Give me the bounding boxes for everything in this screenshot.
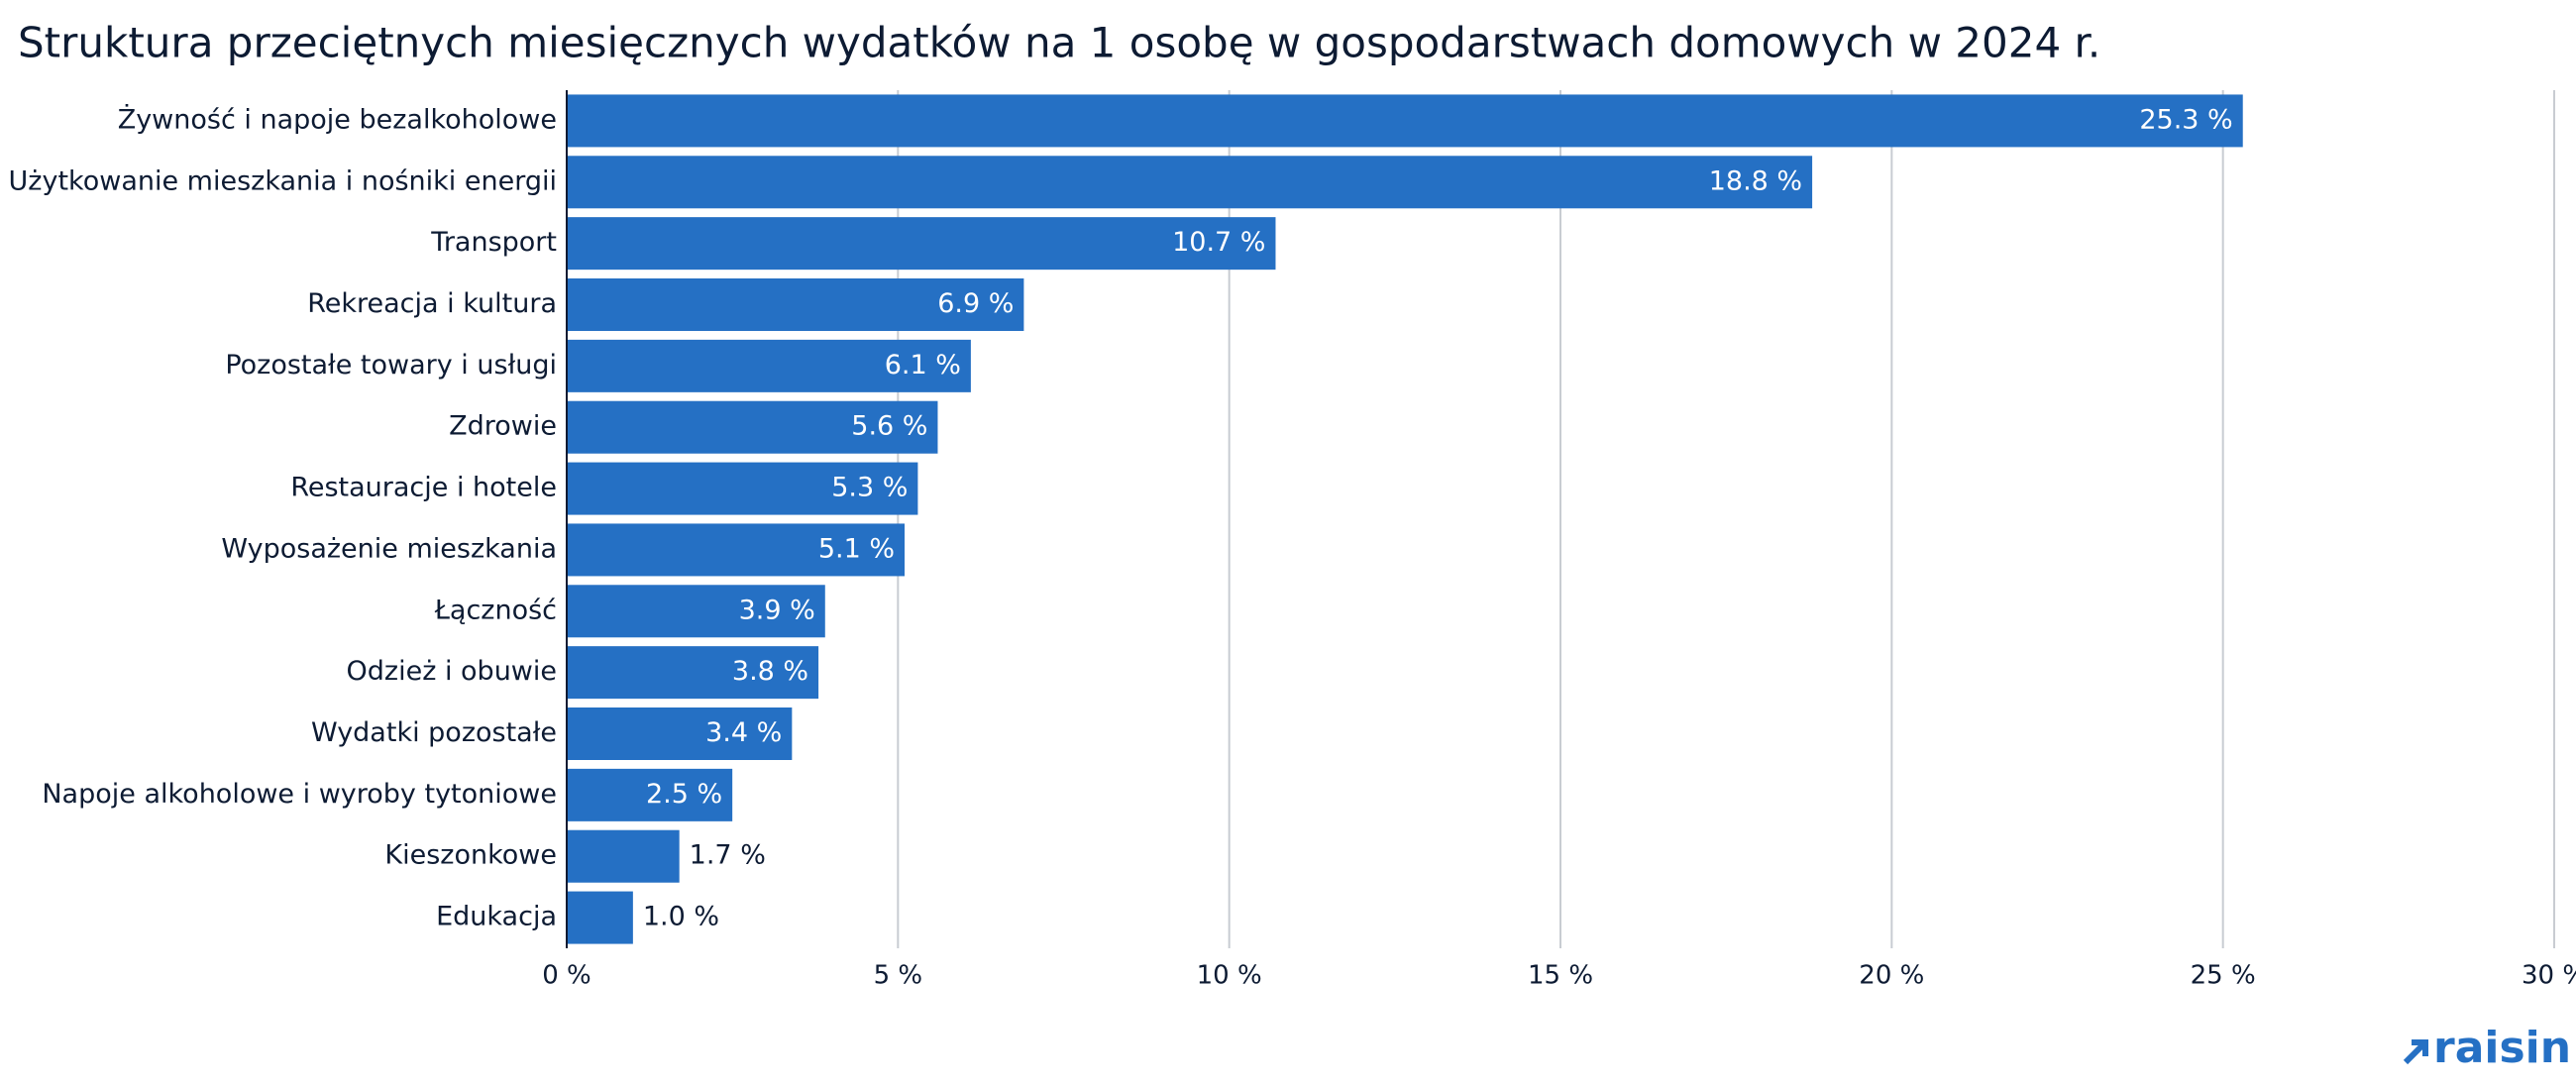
value-label: 5.6 % xyxy=(851,411,927,442)
y-tick-label: Napoje alkoholowe i wyroby tytoniowe xyxy=(42,779,557,810)
value-label: 10.7 % xyxy=(1172,227,1265,258)
bar xyxy=(567,768,733,821)
value-label: 18.8 % xyxy=(1709,165,1802,196)
y-tick-label: Żywność i napoje bezalkoholowe xyxy=(118,103,557,135)
x-tick-label: 25 % xyxy=(2191,961,2256,991)
y-tick-label: Edukacja xyxy=(436,902,557,932)
bar xyxy=(567,462,918,515)
value-label: 5.1 % xyxy=(818,533,895,564)
x-tick-label: 15 % xyxy=(1528,961,1593,991)
value-label: 25.3 % xyxy=(2139,104,2232,135)
bar xyxy=(567,891,633,944)
x-tick-label: 20 % xyxy=(1859,961,1924,991)
value-label: 3.9 % xyxy=(739,595,815,625)
bar xyxy=(567,339,971,392)
bar xyxy=(567,278,1024,331)
brand-name: raisin xyxy=(2433,1023,2571,1073)
y-tick-label: Restauracje i hotele xyxy=(290,473,557,503)
value-label: 5.3 % xyxy=(831,473,908,503)
y-tick-label: Łączność xyxy=(434,595,557,625)
x-tick-label: 5 % xyxy=(874,961,923,991)
value-label: 3.4 % xyxy=(705,717,782,748)
y-tick-label: Kieszonkowe xyxy=(384,840,557,871)
y-tick-label: Wyposażenie mieszkania xyxy=(221,533,557,564)
x-tick-label: 0 % xyxy=(542,961,591,991)
y-tick-label: Odzież i obuwie xyxy=(347,656,557,687)
y-tick-label: Zdrowie xyxy=(449,411,557,442)
x-tick-label: 10 % xyxy=(1197,961,1262,991)
bar xyxy=(567,707,793,760)
brand-logo: raisin xyxy=(2403,1023,2571,1073)
chart-title: Struktura przeciętnych miesięcznych wyda… xyxy=(18,19,2100,67)
y-tick-label: Transport xyxy=(430,227,557,258)
y-tick-label: Użytkowanie mieszkania i nośniki energii xyxy=(9,165,557,196)
bar xyxy=(567,94,2243,148)
value-label: 1.7 % xyxy=(690,840,766,871)
value-label: 2.5 % xyxy=(646,779,722,810)
bar xyxy=(567,523,906,577)
brand-arrow xyxy=(2403,1039,2428,1065)
value-label: 3.8 % xyxy=(732,656,808,687)
bar xyxy=(567,585,825,638)
value-label: 6.9 % xyxy=(937,288,1014,319)
bar xyxy=(567,646,819,700)
bar xyxy=(567,829,680,883)
y-tick-label: Pozostałe towary i usługi xyxy=(225,350,557,381)
bar xyxy=(567,217,1276,271)
y-tick-label: Wydatki pozostałe xyxy=(311,717,557,748)
y-tick-label: Rekreacja i kultura xyxy=(307,288,557,319)
bar xyxy=(567,156,1813,209)
value-label: 6.1 % xyxy=(885,350,961,381)
x-tick-label: 30 % xyxy=(2522,961,2576,991)
bar xyxy=(567,400,938,454)
value-label: 1.0 % xyxy=(643,902,719,932)
